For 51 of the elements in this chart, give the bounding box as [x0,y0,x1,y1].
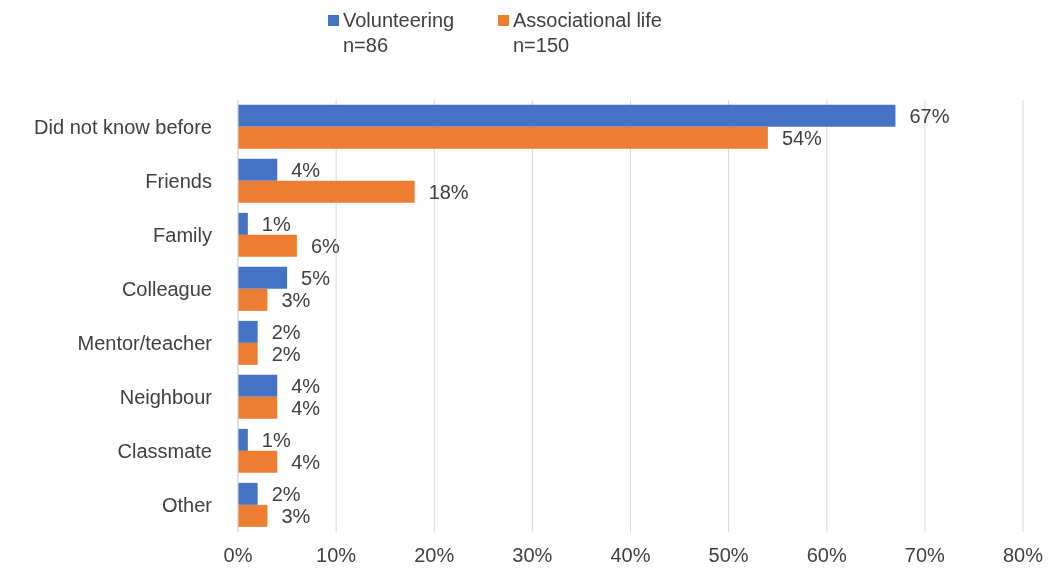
bar [238,428,248,451]
y-tick-label: Family [153,224,212,247]
data-label: 4% [291,158,321,181]
x-tick-label: 40% [610,544,651,567]
bar [238,482,258,505]
bar [238,374,278,397]
bar [238,234,297,257]
data-label: 67% [909,104,950,127]
data-label: 54% [781,126,823,149]
bar [238,104,896,127]
bar [238,504,268,527]
x-tick-label: 20% [414,544,455,567]
data-label: 4% [291,450,321,473]
data-label: 2% [271,482,301,505]
data-label: 2% [271,342,301,365]
bar [238,396,278,419]
data-label: 3% [281,504,311,527]
y-tick-label: Friends [145,170,212,193]
y-tick-label: Did not know before [34,116,212,139]
data-label: 4% [291,396,321,419]
bar [238,180,415,203]
x-tick-label: 60% [806,544,847,567]
bar [238,450,278,473]
data-label: 4% [291,374,321,397]
x-tick-label: 0% [223,544,253,567]
bar [238,126,768,149]
y-tick-label: Other [161,494,213,517]
bar [238,266,288,289]
x-tick-label: 70% [904,544,946,567]
data-label: 3% [281,288,311,311]
data-label: 5% [301,266,331,289]
data-label: 2% [271,320,301,343]
x-tick-label: 30% [512,544,553,567]
x-tick-label: 80% [1002,544,1044,567]
data-label: 18% [428,180,469,203]
data-label: 1% [261,428,291,451]
bar [238,342,258,365]
legend-label: Associational life n=150 [513,8,663,58]
bar [238,320,258,343]
legend-label: Volunteering n=86 [343,8,456,58]
y-tick-label: Mentor/teacher [77,332,213,355]
data-label: 6% [310,234,340,257]
x-tick-label: 50% [708,544,749,567]
data-label: 1% [261,212,291,235]
y-tick-label: Neighbour [119,386,213,409]
y-tick-label: Classmate [117,440,212,463]
bar [238,158,278,181]
y-tick-label: Colleague [121,278,212,301]
bar [238,288,268,311]
bar [238,212,248,235]
x-tick-label: 10% [316,544,357,567]
